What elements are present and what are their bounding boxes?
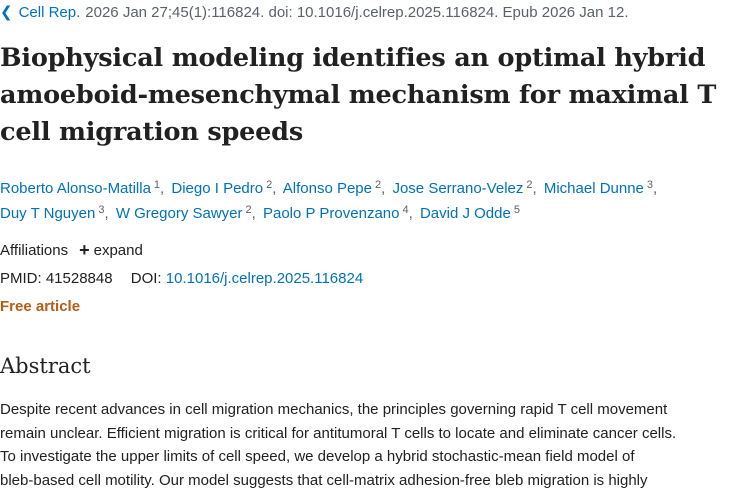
author-item: Paolo P Provenzano 4,: [262, 204, 413, 223]
title-line-2: amoeboid-mesenchymal mechanism for maxim…: [0, 80, 717, 110]
affiliation-ref[interactable]: 5: [513, 204, 520, 216]
author-link[interactable]: Paolo P Provenzano: [262, 205, 400, 222]
title-line-3: cell migration speeds: [0, 117, 303, 147]
abstract-text: Despite recent advances in cell migratio…: [0, 398, 750, 492]
author-link[interactable]: Michael Dunne: [543, 180, 644, 197]
abstract-line: remain unclear. Efficient migration is c…: [0, 424, 677, 442]
title-line-1: Biophysical modeling identifies an optim…: [0, 43, 706, 73]
affiliations-label: Affiliations: [0, 242, 69, 259]
article-title: Biophysical modeling identifies an optim…: [0, 40, 745, 151]
author-item: W Gregory Sawyer 2,: [115, 204, 256, 223]
author-item: David J Odde 5: [419, 204, 520, 223]
chevron-left-icon[interactable]: ❮: [0, 4, 13, 21]
abstract-line: bleb-based cell motility. Our model sugg…: [0, 471, 648, 489]
journal-link[interactable]: Cell Rep.: [18, 3, 81, 21]
affiliation-ref[interactable]: 4: [402, 204, 409, 216]
pmid-value: 41528848: [45, 270, 113, 287]
affiliation-ref[interactable]: 2: [375, 179, 382, 191]
author-item: Michael Dunne 3,: [543, 179, 658, 198]
author-item: Roberto Alonso-Matilla 1,: [0, 179, 165, 198]
pmid-label: PMID:: [0, 270, 42, 287]
abstract-line: Despite recent advances in cell migratio…: [0, 401, 668, 418]
abstract-heading: Abstract: [0, 354, 91, 378]
doi-link[interactable]: 10.1016/j.celrep.2025.116824: [165, 270, 364, 287]
author-link[interactable]: Diego I Pedro: [171, 180, 264, 197]
plus-icon[interactable]: +: [79, 240, 90, 260]
author-item: Diego I Pedro 2,: [171, 179, 277, 198]
affiliation-ref[interactable]: 2: [245, 204, 252, 216]
author-link[interactable]: David J Odde: [419, 205, 511, 222]
author-link[interactable]: W Gregory Sawyer: [115, 205, 243, 222]
affiliation-ref[interactable]: 2: [266, 179, 273, 191]
author-list: Roberto Alonso-Matilla 1, Diego I Pedro 2,…: [0, 176, 745, 226]
author-item: Jose Serrano-Velez 2,: [392, 179, 537, 198]
author-link[interactable]: Duy T Nguyen: [0, 205, 96, 222]
author-link[interactable]: Roberto Alonso-Matilla: [0, 180, 151, 197]
author-item: Alfonso Pepe 2,: [282, 179, 386, 198]
author-link[interactable]: Alfonso Pepe: [282, 180, 372, 197]
affiliation-ref[interactable]: 1: [153, 179, 161, 191]
citation-details: 2026 Jan 27;45(1):116824. doi: 10.1016/j…: [85, 3, 629, 21]
affiliation-ref[interactable]: 2: [526, 179, 533, 191]
affiliation-ref[interactable]: 3: [646, 179, 654, 191]
expand-label[interactable]: expand: [93, 242, 143, 259]
affiliations-toggle[interactable]: Affiliations + expand: [0, 240, 143, 260]
author-item: Duy T Nguyen 3,: [0, 204, 109, 223]
doi-label: DOI:: [130, 270, 162, 287]
identifiers: PMID: 41528848 DOI: 10.1016/j.celrep.202…: [0, 270, 363, 287]
author-link[interactable]: Jose Serrano-Velez: [392, 180, 524, 197]
free-article-badge: Free article: [0, 298, 81, 315]
affiliation-ref[interactable]: 3: [98, 204, 105, 216]
abstract-line: To investigate the upper limits of cell …: [0, 448, 635, 465]
citation-line: ❮ Cell Rep. 2026 Jan 27;45(1):116824. do…: [0, 3, 629, 22]
